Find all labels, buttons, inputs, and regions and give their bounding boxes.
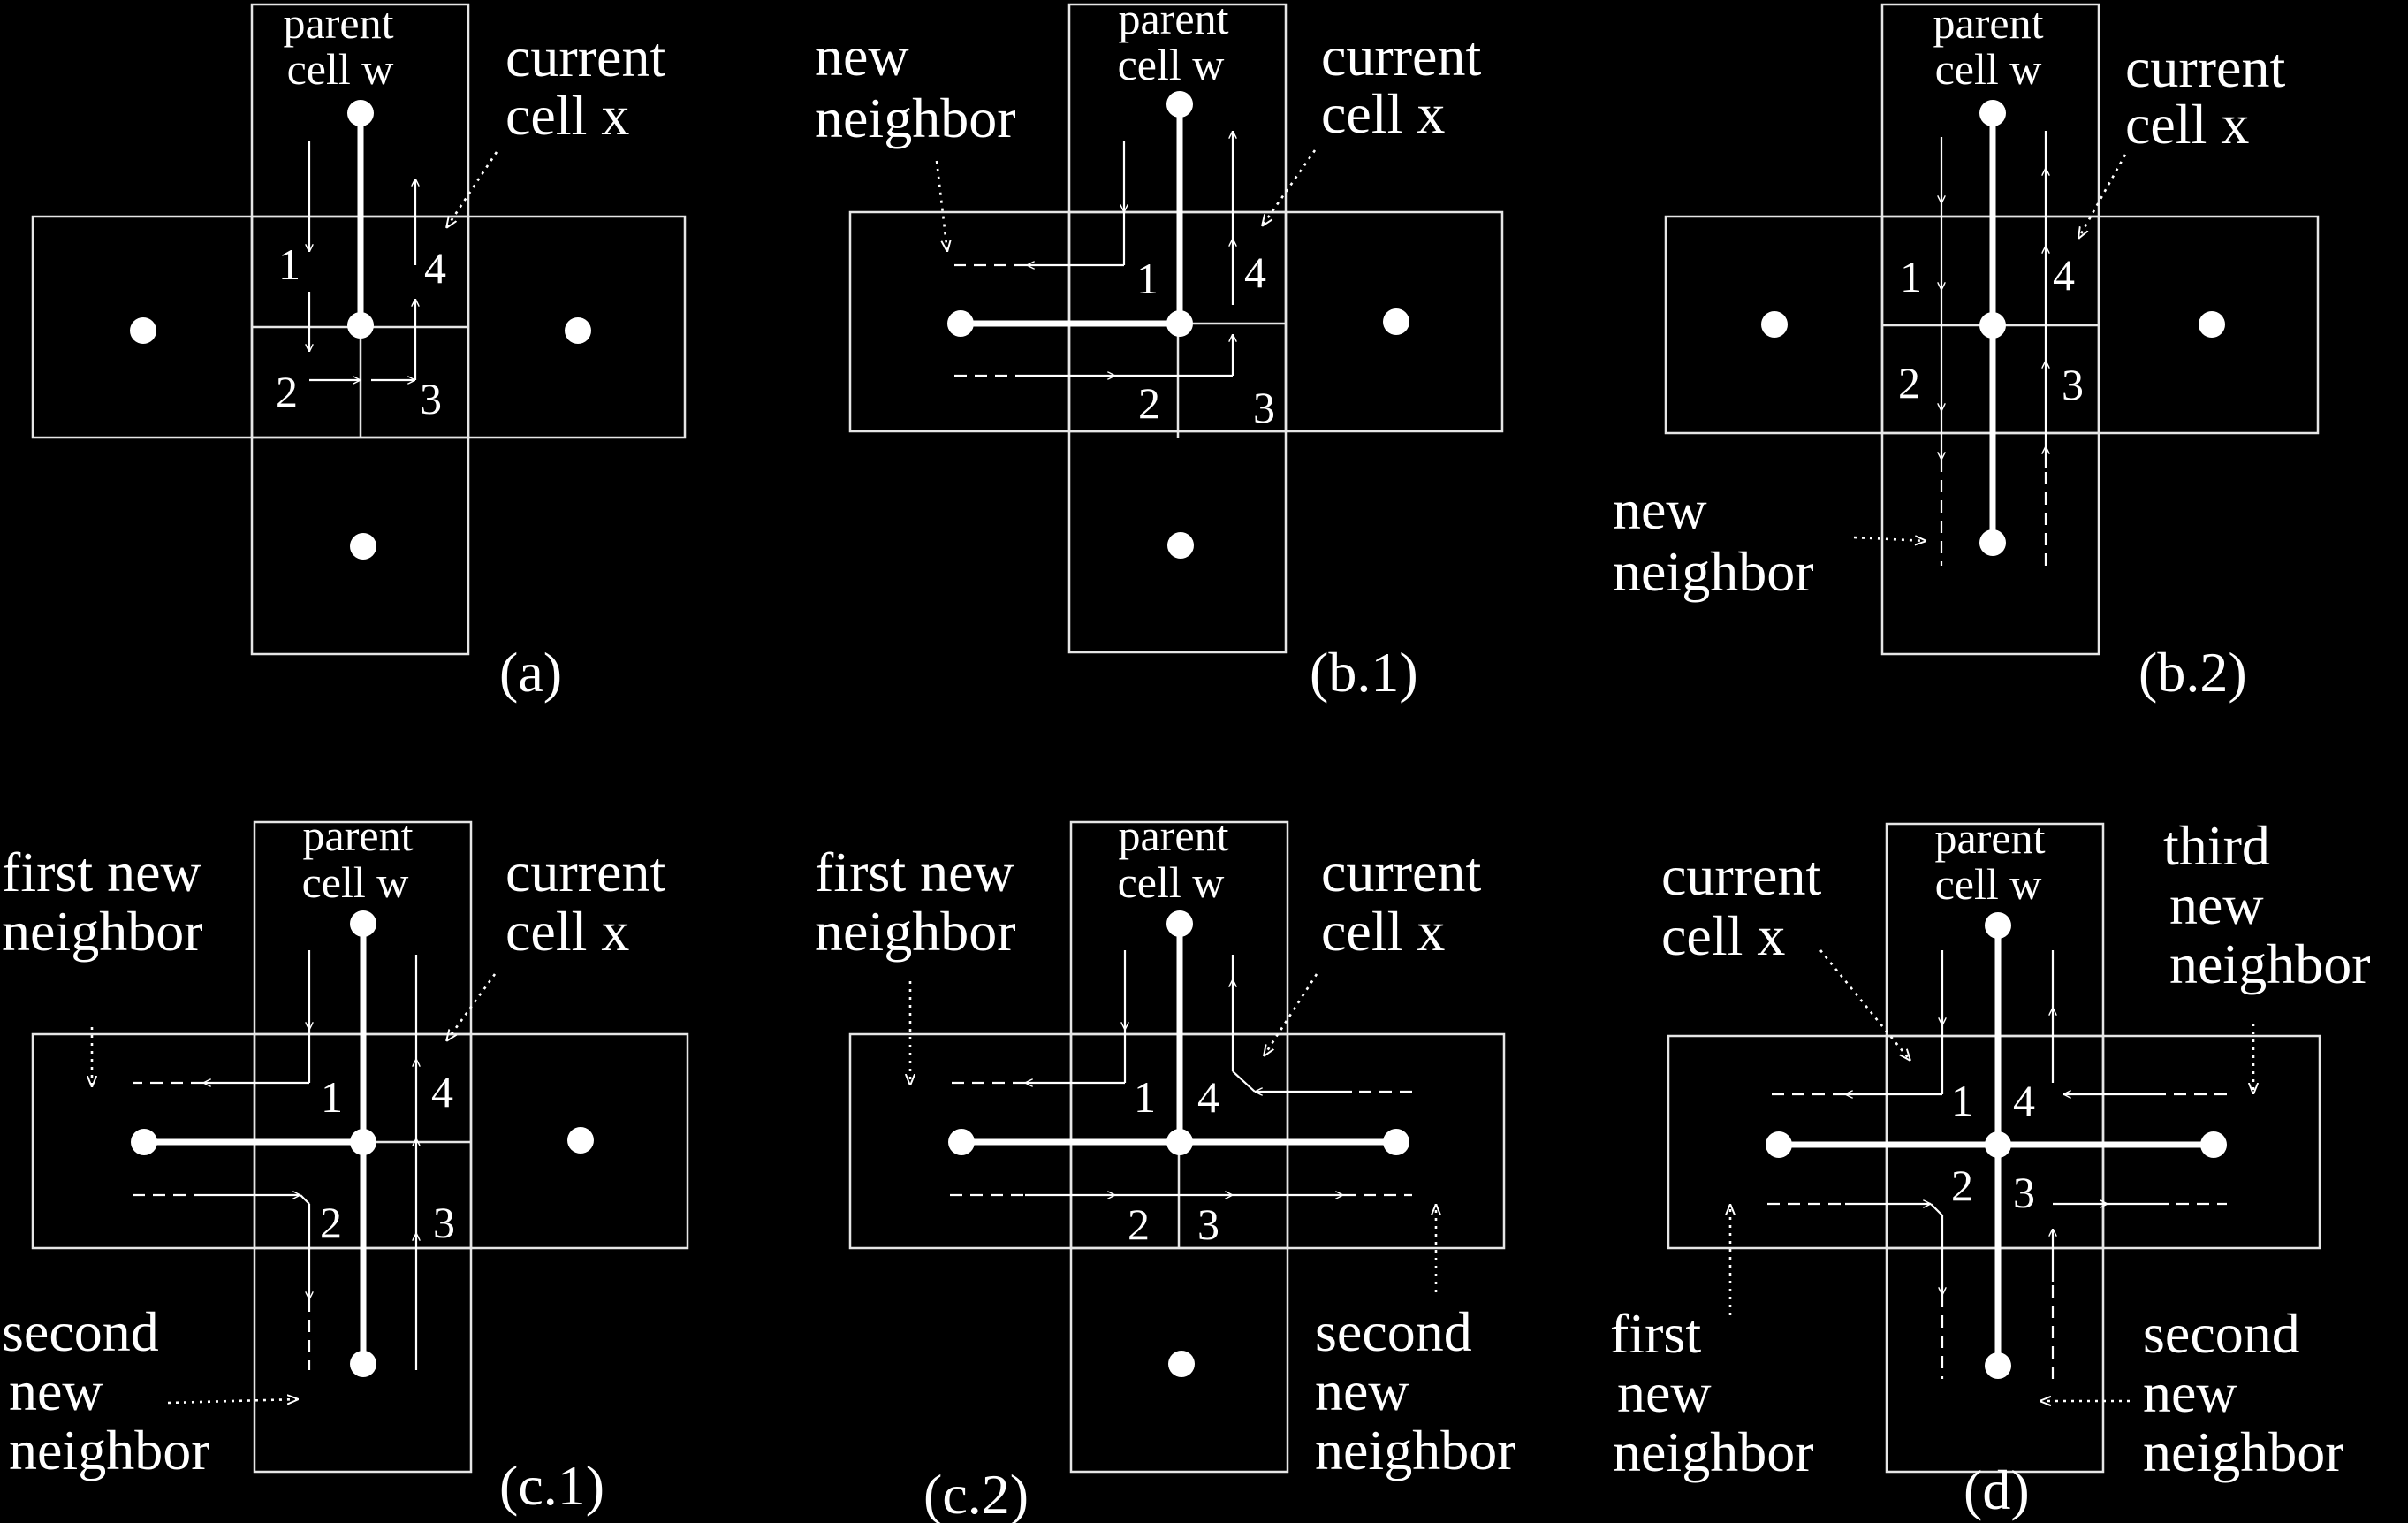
panel-c1: parent cell w current cell x first new neig… <box>2 811 689 1517</box>
svg-text:4: 4 <box>2013 1076 2035 1125</box>
first-new-neighbor-label: first new neighbor <box>1610 1302 1814 1483</box>
caption: (a) <box>499 641 562 704</box>
second-new-neighbor-label: second new neighbor <box>2143 1302 2344 1483</box>
svg-text:2: 2 <box>1138 378 1160 428</box>
first-new-neighbor-label: first new neighbor <box>2 841 203 963</box>
svg-text:1: 1 <box>1136 254 1158 303</box>
num-4: 4 <box>424 243 446 293</box>
svg-text:2: 2 <box>320 1198 342 1247</box>
svg-text:2: 2 <box>1128 1199 1150 1249</box>
new-neighbor-label: new neighbor <box>815 25 1016 149</box>
panel-a: parent cell w current cell x 1 2 3 4 (a) <box>31 0 687 704</box>
svg-text:1: 1 <box>1951 1076 1973 1125</box>
num-3: 3 <box>420 374 442 423</box>
svg-text:4: 4 <box>431 1067 453 1116</box>
third-new-neighbor-label: third new neighbor <box>2163 814 2371 995</box>
svg-text:(c.2): (c.2) <box>923 1463 1029 1523</box>
traversal-arrows <box>1767 950 2227 1379</box>
svg-text:4: 4 <box>1197 1072 1219 1122</box>
panel-d: parent cell w current cell x third new neigh… <box>1610 813 2371 1521</box>
node-parent <box>347 100 374 126</box>
svg-text:3: 3 <box>1253 383 1275 432</box>
node-left <box>130 317 156 344</box>
traversal-arrows <box>950 950 1412 1195</box>
svg-text:3: 3 <box>2013 1168 2035 1217</box>
panel-b2: parent cell w current cell x new neighbor 1… <box>1613 0 2320 704</box>
panel-c2: parent cell w current cell x first new neig… <box>815 811 1516 1523</box>
current-label: current cell x <box>1661 844 1821 967</box>
svg-text:1: 1 <box>1134 1072 1156 1122</box>
svg-text:(c.1): (c.1) <box>499 1454 604 1517</box>
svg-text:2: 2 <box>1898 358 1920 407</box>
traversal-arrows <box>1941 131 2046 566</box>
node-current <box>347 312 374 339</box>
svg-text:3: 3 <box>2062 360 2084 409</box>
traversal-arrows <box>309 141 415 380</box>
svg-text:2: 2 <box>1951 1161 1973 1210</box>
panel-b1: parent cell w current cell x new neighbor 1… <box>815 0 1504 704</box>
num-1: 1 <box>278 240 300 289</box>
svg-text:3: 3 <box>1197 1199 1219 1249</box>
traversal-arrows <box>954 131 1233 376</box>
svg-text:3: 3 <box>433 1198 455 1247</box>
svg-text:(b.2): (b.2) <box>2138 641 2247 704</box>
traversal-arrows <box>133 950 416 1370</box>
svg-text:1: 1 <box>321 1072 343 1122</box>
svg-text:(b.1): (b.1) <box>1310 641 1418 704</box>
svg-text:(d): (d) <box>1964 1458 2030 1521</box>
svg-text:4: 4 <box>2053 250 2075 300</box>
svg-text:1: 1 <box>1900 252 1922 301</box>
second-new-neighbor-label: second new neighbor <box>2 1300 210 1481</box>
svg-text:4: 4 <box>1244 247 1266 297</box>
node-bottom <box>350 533 376 560</box>
parent-label: parent cell w <box>284 0 394 94</box>
node-right <box>565 317 591 344</box>
current-label: current cell x <box>505 26 665 147</box>
num-2: 2 <box>276 367 298 416</box>
